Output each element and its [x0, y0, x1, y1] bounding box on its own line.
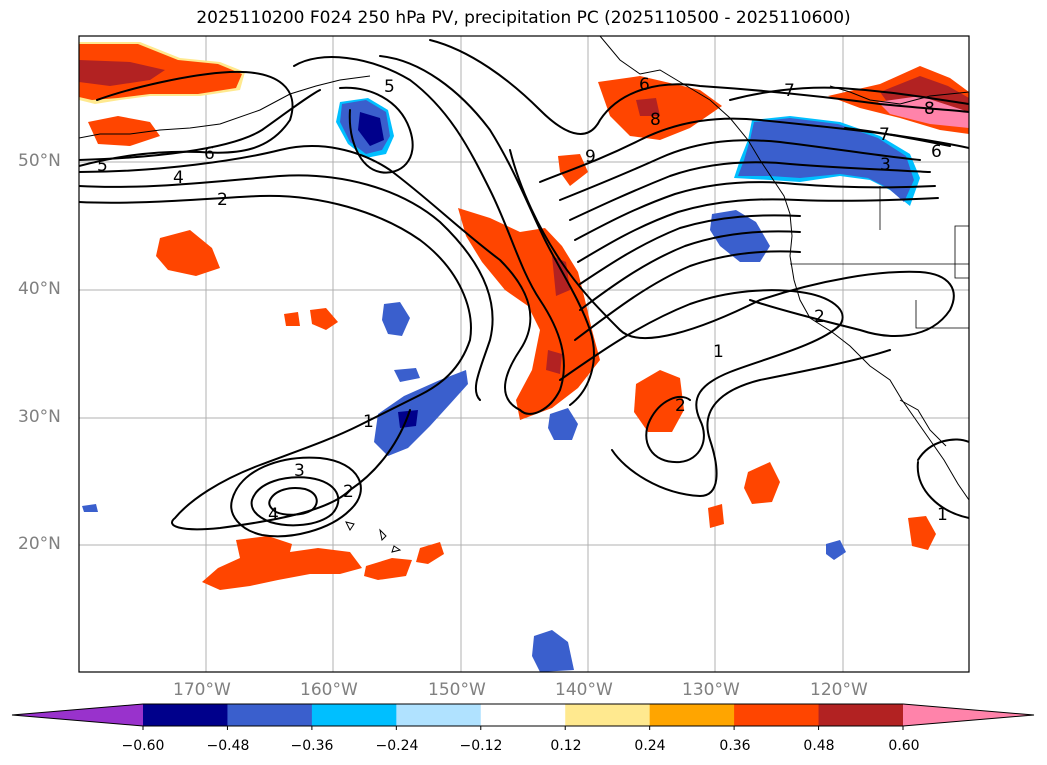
colorbar-segment — [649, 704, 735, 726]
colorbar-tick: −0.36 — [290, 738, 334, 754]
contour-label: 7 — [879, 125, 890, 145]
contour-label: 6 — [204, 144, 215, 164]
contour-label: 6 — [639, 75, 650, 95]
colorbar-segment — [311, 704, 397, 726]
contour-label: 1 — [937, 505, 948, 525]
contour-label: 3 — [294, 461, 305, 481]
contour-label: 5 — [97, 156, 108, 176]
plot-frame — [78, 35, 970, 673]
lon-label-170w: 170°W — [173, 680, 231, 700]
lon-label-150w: 150°W — [428, 680, 486, 700]
lon-label-130w: 130°W — [682, 680, 740, 700]
precip-neg-south — [532, 630, 574, 672]
precip-pos-gulf-alaska — [598, 76, 722, 140]
lat-label-20: 20°N — [18, 534, 61, 554]
contour-labels: 5 6 4 2 5 6 8 9 7 8 7 6 3 1 2 1 2 3 2 4 … — [97, 75, 948, 525]
colorbar-tick: −0.60 — [121, 738, 165, 754]
alaska-coastline — [599, 36, 969, 501]
precip-pos-band — [458, 208, 600, 420]
contour-label: 6 — [931, 142, 942, 162]
colorbar-segment — [818, 704, 904, 726]
contour-ring-hawaii — [230, 456, 362, 538]
colorbar-segment — [565, 704, 651, 726]
lon-label-120w: 120°W — [810, 680, 868, 700]
precip-pos-aleutian — [88, 116, 160, 146]
colorbar-tick: 0.36 — [719, 738, 751, 754]
colorbar-tick: 0.12 — [550, 738, 582, 754]
precip-pos-small-2 — [156, 230, 220, 276]
colorbar-tick: 0.48 — [803, 738, 835, 754]
borders — [790, 186, 969, 329]
contour-label: 8 — [924, 99, 935, 119]
colorbar-segment — [480, 704, 566, 726]
contour-label: 2 — [217, 190, 228, 210]
lat-label-40: 40°N — [18, 279, 61, 299]
map-title: 2025110200 F024 250 hPa PV, precipitatio… — [196, 8, 851, 28]
colorbar-tick: 0.24 — [634, 738, 666, 754]
lat-label-30: 30°N — [18, 407, 61, 427]
precip-pos-mid — [634, 370, 684, 432]
contour-label: 5 — [384, 77, 395, 97]
lat-label-50: 50°N — [18, 151, 61, 171]
lon-label-160w: 160°W — [300, 680, 358, 700]
colorbar-tick: −0.24 — [375, 738, 419, 754]
negative-precip-areas — [82, 98, 920, 672]
positive-precip-areas — [79, 42, 969, 590]
coastlines — [79, 36, 969, 553]
precip-pos-hawaii — [202, 536, 362, 590]
colorbar — [11, 703, 1035, 730]
contour-label: 1 — [363, 412, 374, 432]
colorbar-tick: −0.48 — [206, 738, 250, 754]
contour-label: 8 — [650, 110, 661, 130]
contour-label: 2 — [814, 307, 825, 327]
contour-label: 3 — [880, 155, 891, 175]
colorbar-tick: −0.12 — [459, 738, 503, 754]
contour-label: 1 — [713, 342, 724, 362]
colorbar-segment — [396, 704, 482, 726]
precip-neg-central — [374, 370, 468, 456]
contour-label: 2 — [675, 396, 686, 416]
colorbar-segment — [227, 704, 313, 726]
contour-label: 2 — [343, 482, 354, 502]
colorbar-segment — [734, 704, 820, 726]
contour-label: 4 — [173, 168, 184, 188]
contour-label: 7 — [784, 81, 795, 101]
contour-label: 4 — [268, 505, 279, 525]
contour-2 — [79, 194, 472, 531]
lon-label-140w: 140°W — [555, 680, 613, 700]
colorbar-extend-high — [903, 704, 1034, 726]
colorbar-tick: 0.60 — [888, 738, 920, 754]
colorbar-extend-low — [12, 704, 143, 726]
pv-contours — [79, 39, 969, 538]
colorbar-segment — [143, 704, 228, 726]
precip-neg-offshore — [710, 210, 770, 262]
contour-label: 9 — [585, 147, 596, 167]
